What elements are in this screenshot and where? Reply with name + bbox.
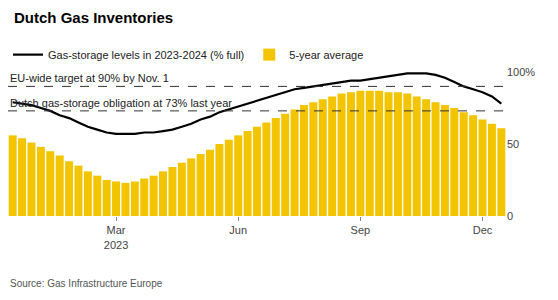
svg-text:0: 0 bbox=[507, 210, 513, 222]
svg-text:5-year average: 5-year average bbox=[289, 49, 363, 61]
svg-text:Source: Gas Infrastructure Eur: Source: Gas Infrastructure Europe bbox=[10, 278, 163, 289]
svg-text:Dutch gas-storage obligation a: Dutch gas-storage obligation at 73% last… bbox=[10, 97, 232, 109]
svg-text:Sep: Sep bbox=[351, 224, 371, 236]
svg-text:100%: 100% bbox=[507, 66, 535, 78]
svg-text:Gas-storage levels in 2023-202: Gas-storage levels in 2023-2024 (% full) bbox=[48, 49, 244, 61]
svg-text:Dec: Dec bbox=[473, 224, 493, 236]
svg-text:Mar2023: Mar2023 bbox=[104, 224, 128, 250]
svg-text:EU-wide target at 90% by Nov.: EU-wide target at 90% by Nov. 1 bbox=[10, 72, 169, 84]
svg-text:50: 50 bbox=[507, 138, 519, 150]
svg-text:Jun: Jun bbox=[229, 224, 247, 236]
svg-text:Dutch Gas Inventories: Dutch Gas Inventories bbox=[14, 9, 173, 26]
